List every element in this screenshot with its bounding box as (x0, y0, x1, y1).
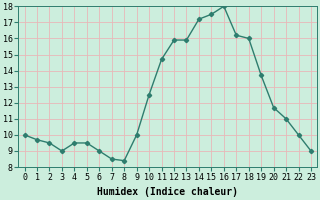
X-axis label: Humidex (Indice chaleur): Humidex (Indice chaleur) (97, 187, 238, 197)
